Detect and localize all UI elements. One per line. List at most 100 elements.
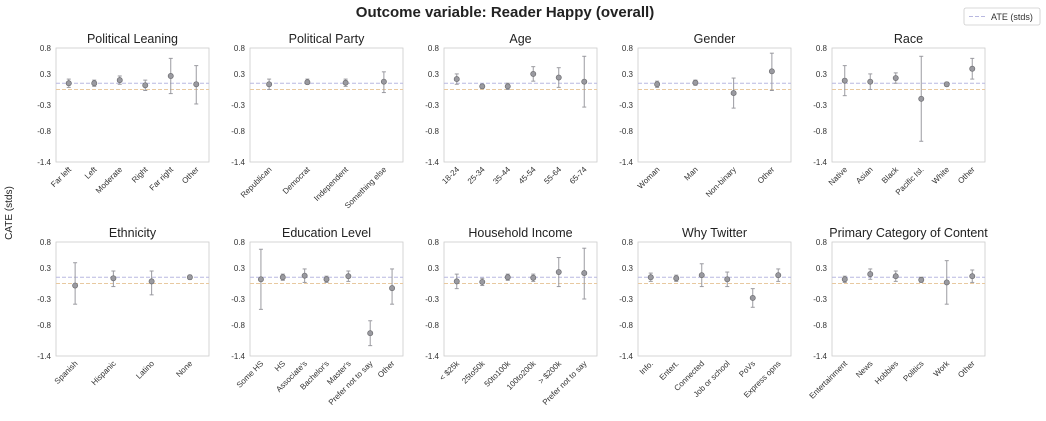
x-tick-label: Entert. xyxy=(658,359,681,382)
y-tick-label: 0.3 xyxy=(816,70,828,79)
data-point xyxy=(724,276,731,283)
y-tick-label: -0.8 xyxy=(231,127,245,136)
x-tick-label: Non-binary xyxy=(704,165,738,199)
panel-title: Ethnicity xyxy=(109,226,157,240)
x-tick-label: Spanish xyxy=(53,359,80,386)
y-tick-label: -0.3 xyxy=(813,295,827,304)
x-tick-label: Pacific Isl. xyxy=(894,165,926,197)
y-tick-label: -1.4 xyxy=(619,158,633,167)
y-tick-label: 0.8 xyxy=(622,238,634,247)
panel-frame xyxy=(249,241,404,357)
x-tick-label: 65-74 xyxy=(568,165,589,186)
y-tick-label: 0.8 xyxy=(234,44,246,53)
x-tick-label: Other xyxy=(180,165,201,186)
y-tick-label: -0.3 xyxy=(619,101,633,110)
data-point xyxy=(266,81,273,88)
x-tick-label: Entertainment xyxy=(808,359,850,401)
data-point xyxy=(342,79,349,86)
data-point xyxy=(380,78,387,85)
data-point xyxy=(654,81,661,88)
y-tick-label: 0.3 xyxy=(234,70,246,79)
y-axis-label: CATE (stds) xyxy=(4,186,15,240)
data-point xyxy=(867,78,874,85)
y-tick-label: -0.8 xyxy=(37,321,51,330)
panel-title: Race xyxy=(894,32,923,46)
x-tick-label: Latino xyxy=(134,359,156,381)
y-tick-label: 0.3 xyxy=(428,70,440,79)
data-point xyxy=(91,80,98,87)
x-tick-label: Moderate xyxy=(94,165,125,196)
y-tick-label: -0.8 xyxy=(425,127,439,136)
data-point xyxy=(943,81,950,88)
y-tick-label: -1.4 xyxy=(425,158,439,167)
legend-label: ATE (stds) xyxy=(991,12,1033,22)
y-tick-label: -0.3 xyxy=(813,101,827,110)
x-tick-label: Far left xyxy=(49,165,74,190)
panel-title: Political Party xyxy=(289,32,365,46)
y-tick-label: -0.3 xyxy=(425,101,439,110)
x-tick-label: Hobbies xyxy=(873,359,900,386)
x-tick-label: Republican xyxy=(239,165,274,200)
chart-title: Outcome variable: Reader Happy (overall) xyxy=(356,4,654,21)
y-tick-label: -1.4 xyxy=(231,158,245,167)
data-point xyxy=(504,83,511,90)
y-tick-label: 0.3 xyxy=(622,264,634,273)
panel-frame xyxy=(55,47,210,163)
y-tick-label: -0.8 xyxy=(231,321,245,330)
panel-frame xyxy=(831,241,986,357)
x-tick-label: Black xyxy=(880,164,901,185)
data-point xyxy=(581,78,588,85)
y-tick-label: -1.4 xyxy=(37,352,51,361)
x-tick-label: Hispanic xyxy=(90,359,118,387)
x-tick-label: PoVs xyxy=(737,359,757,379)
x-tick-label: Independent xyxy=(312,165,350,203)
data-point xyxy=(453,76,460,83)
data-point xyxy=(279,274,286,281)
x-tick-label: Other xyxy=(756,165,777,186)
y-tick-label: -1.4 xyxy=(37,158,51,167)
x-tick-label: Other xyxy=(376,359,397,380)
x-tick-label: Democrat xyxy=(281,165,312,196)
y-tick-label: -1.4 xyxy=(813,158,827,167)
y-tick-label: 0.8 xyxy=(816,238,828,247)
data-point xyxy=(918,276,925,283)
y-tick-label: -1.4 xyxy=(231,352,245,361)
y-tick-label: -1.4 xyxy=(813,352,827,361)
data-point xyxy=(943,279,950,286)
y-tick-label: -0.8 xyxy=(619,321,633,330)
data-point xyxy=(530,274,537,281)
data-point xyxy=(892,75,899,82)
y-tick-label: -0.3 xyxy=(37,295,51,304)
data-point xyxy=(768,68,775,75)
x-tick-label: 35-44 xyxy=(491,165,512,186)
data-point xyxy=(581,270,588,277)
panel-frame xyxy=(55,241,210,357)
data-point xyxy=(453,278,460,285)
x-tick-label: White xyxy=(930,165,951,186)
y-tick-label: 0.8 xyxy=(428,44,440,53)
y-tick-label: 0.8 xyxy=(622,44,634,53)
data-point xyxy=(345,273,352,280)
data-point xyxy=(186,274,193,281)
y-tick-label: -1.4 xyxy=(619,352,633,361)
x-tick-label: Some HS xyxy=(235,359,266,390)
panel-title: Political Leaning xyxy=(87,32,178,46)
legend: ATE (stds) xyxy=(963,7,1041,26)
data-point xyxy=(148,278,155,285)
x-tick-label: Native xyxy=(827,165,850,188)
data-point xyxy=(193,81,200,88)
y-tick-label: 0.8 xyxy=(428,238,440,247)
data-point xyxy=(555,74,562,81)
data-point xyxy=(918,95,925,102)
data-point xyxy=(673,275,680,282)
panel-title: Household Income xyxy=(468,226,572,240)
y-tick-label: 0.3 xyxy=(428,264,440,273)
data-point xyxy=(647,274,654,281)
data-point xyxy=(257,276,264,283)
x-tick-label: Man xyxy=(682,165,699,182)
panel-title: Gender xyxy=(694,32,736,46)
